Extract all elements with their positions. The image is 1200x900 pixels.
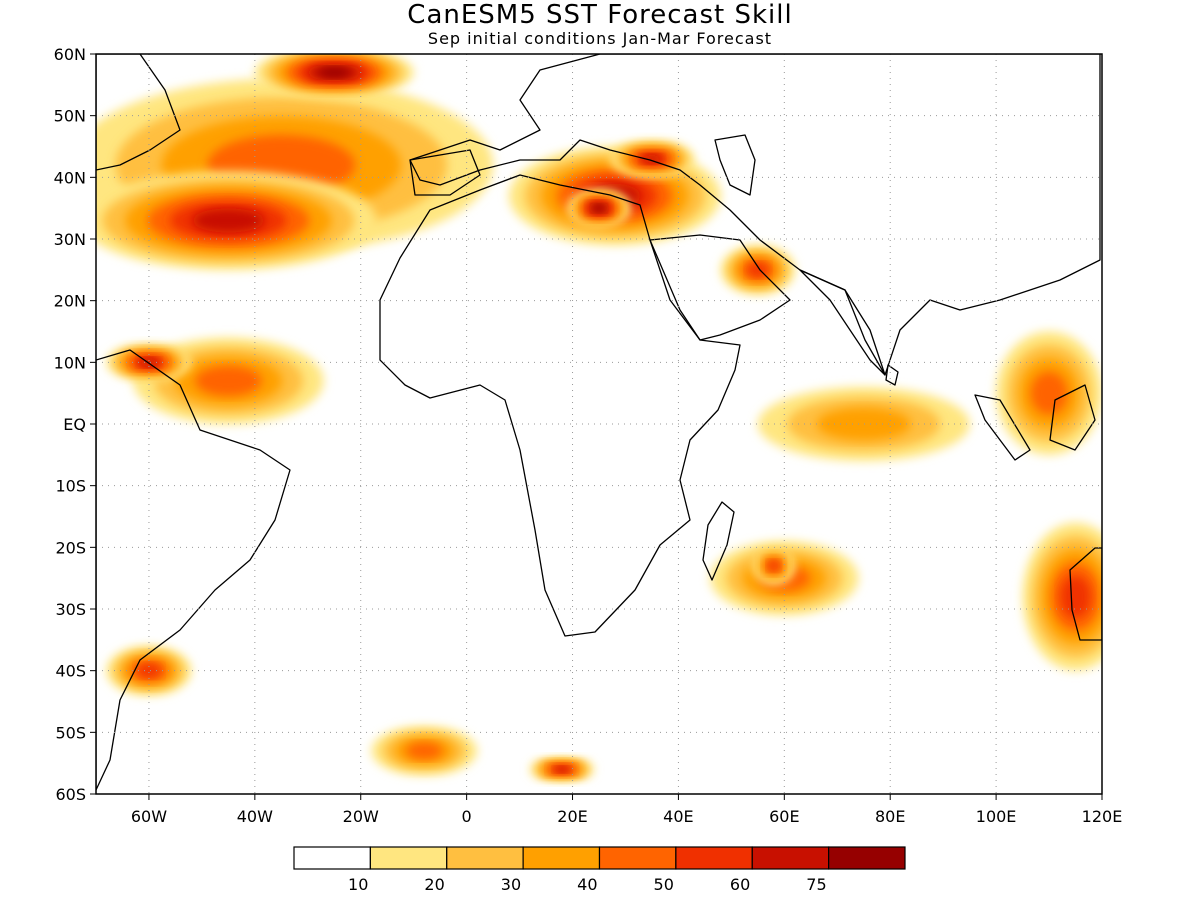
skill-region-8 [1022,522,1102,671]
colorbar-swatch [675,846,753,870]
colorbar-swatch [598,846,677,870]
colorbar-label: 30 [501,875,521,894]
lat-label: 30N [54,230,86,249]
lon-label: 40W [237,807,273,826]
lon-label: 120E [1082,807,1123,826]
skill-contour [317,67,351,78]
sri-lanka-coastline [885,364,899,386]
skill-contour [405,742,443,760]
lat-label: 30S [55,600,86,619]
caspian-sea [714,134,756,196]
skill-region-4 [371,726,478,776]
south-america-coastline [96,349,291,791]
lon-label: 60W [131,807,167,826]
lat-label: 20S [55,538,86,557]
lon-label: 0 [462,807,472,826]
skill-region-10 [96,171,377,270]
skill-contour [641,154,663,164]
lat-label: 60N [54,45,86,64]
colorbar-swatch [446,846,524,870]
lat-label: 10S [55,477,86,496]
colorbar-swatch [522,846,601,870]
lat-label: 50S [55,723,86,742]
skill-region-6 [720,245,795,295]
skill-contour [195,365,262,396]
australia-coastline [1069,547,1102,641]
skill-region-15 [254,54,414,98]
land-masks [96,54,1102,791]
lon-label: 20E [557,807,587,826]
skill-region-9 [106,645,192,696]
skill-contour [192,208,265,233]
colorbar-label: 10 [348,875,368,894]
borneo-coastline [1049,384,1096,451]
lat-label: 60S [55,785,86,804]
longitude-labels: 60W 40W 20W 0 20E 40E 60E 80E 100E 120E [131,794,1122,826]
india-coastline [799,269,886,376]
colorbar-swatch [293,846,371,870]
skill-contour [136,663,162,678]
lat-label: 20N [54,292,86,311]
skill-region-5 [996,331,1102,455]
skill-contour [767,560,780,572]
north-america-coastline [96,54,181,171]
lat-label: EQ [63,415,86,434]
skill-region-16 [567,189,631,227]
skill-contour [1030,371,1068,415]
arabia-coastline [649,234,791,341]
skill-shading [96,54,1102,782]
africa-coastline [379,174,741,637]
skill-region-13 [106,343,192,381]
colorbar-label: 50 [654,875,674,894]
lat-label: 40S [55,662,86,681]
map-title: CanESM5 SST Forecast Skill [407,0,793,30]
latitude-labels: 60N 50N 40N 30N 20N 10N EQ 10S 20S 30S 40S 50S 60S [54,45,96,804]
sumatra-coastline [974,394,1031,461]
madagascar-coastline [702,501,735,581]
lon-label: 60E [769,807,799,826]
skill-region-0 [757,387,970,461]
skill-region-7 [752,547,795,585]
colorbar-label: 75 [806,875,826,894]
skill-contour [554,766,570,773]
skill-contour [816,407,911,441]
map-subtitle: Sep initial conditions Jan-Mar Forecast [427,29,773,48]
lat-label: 40N [54,168,86,187]
lat-label: 10N [54,353,86,372]
colorbar-swatch [828,846,906,870]
skill-contour [592,204,606,213]
skill-region-14 [530,757,594,782]
colorbar-swatch [369,846,448,870]
iberia-coastline [409,149,481,196]
colorbar-label: 60 [730,875,750,894]
colorbar: 10 20 30 40 50 60 75 [293,846,906,894]
lon-label: 40E [663,807,693,826]
colorbar-label: 20 [424,875,444,894]
lon-label: 100E [976,807,1017,826]
colorbar-swatch [751,846,830,870]
lat-label: 50N [54,107,86,126]
lon-label: 20W [343,807,379,826]
skill-contour [1060,575,1091,618]
lon-label: 80E [875,807,905,826]
colorbar-label: 40 [577,875,597,894]
